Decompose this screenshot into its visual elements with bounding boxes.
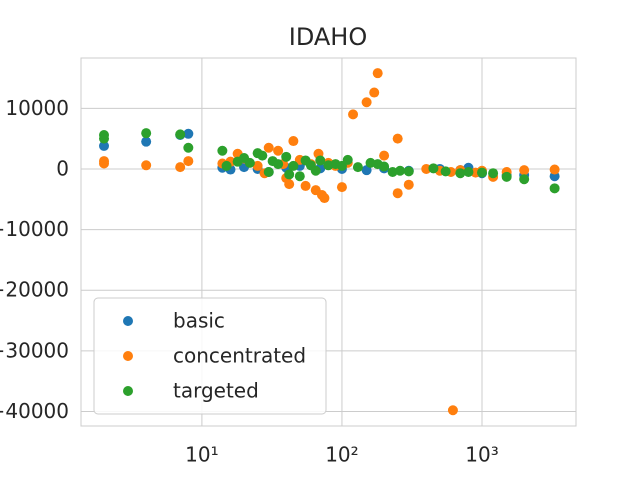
scatter-point (463, 166, 474, 177)
scatter-point (263, 142, 274, 153)
scatter-point (549, 183, 560, 194)
scatter-point (403, 179, 414, 190)
scatter-point (221, 160, 232, 171)
legend: basic concentrated targeted (93, 297, 327, 415)
scatter-point (294, 171, 305, 182)
scatter-point (141, 160, 152, 171)
scatter-point (477, 167, 488, 178)
scatter-point (99, 133, 110, 144)
legend-marker (123, 351, 133, 361)
scatter-point (300, 180, 311, 191)
scatter-point (488, 168, 499, 179)
scatter-point (288, 160, 299, 171)
y-tick-label: 0 (56, 156, 69, 180)
legend-label: basic (173, 309, 225, 333)
scatter-point (348, 109, 359, 120)
scatter-point (519, 165, 530, 176)
scatter-point (319, 193, 330, 204)
plot-frame (80, 57, 577, 427)
chart-title: IDAHO (289, 23, 368, 51)
scatter-point (244, 157, 255, 168)
scatter-point (284, 169, 295, 180)
scatter-point (175, 129, 186, 140)
y-tick-label: 10000 (5, 96, 69, 120)
scatter-point (361, 97, 372, 108)
y-tick-label: −20000 (0, 278, 69, 302)
scatter-point (369, 87, 380, 98)
scatter-point (99, 140, 110, 151)
scatter-point (501, 171, 512, 182)
scatter-point (141, 128, 152, 139)
scatter-point (281, 151, 292, 162)
scatter-point (99, 158, 110, 169)
scatter-point (519, 174, 530, 185)
x-tick-label: 10² (325, 443, 358, 467)
scatter-point (252, 160, 263, 171)
scatter-point (379, 161, 390, 172)
scatter-point (141, 136, 152, 147)
scatter-point (217, 145, 228, 156)
scatter-point (183, 142, 194, 153)
legend-label: concentrated (173, 344, 306, 368)
legend-label: targeted (173, 379, 259, 403)
y-tick-label: −40000 (0, 399, 69, 423)
scatter-point (315, 155, 326, 166)
scatter-point (428, 163, 439, 174)
scatter-point (549, 164, 560, 175)
y-tick-label: −10000 (0, 217, 69, 241)
scatter-point (273, 159, 284, 170)
scatter-point (447, 405, 458, 416)
scatter-point (379, 150, 390, 161)
scatter-point (342, 154, 353, 165)
legend-marker (123, 316, 133, 326)
scatter-point (440, 166, 451, 177)
scatter-point (387, 166, 398, 177)
scatter-point (421, 163, 432, 174)
scatter-point (183, 156, 194, 167)
y-tick-label: −30000 (0, 338, 69, 362)
legend-box (93, 297, 327, 415)
scatter-point (336, 182, 347, 193)
scatter-point (183, 128, 194, 139)
scatter-point (392, 188, 403, 199)
x-tick-label: 10¹ (185, 443, 218, 467)
scatter-point (257, 150, 268, 161)
scatter-point (310, 165, 321, 176)
scatter-point (263, 166, 274, 177)
scatter-point (455, 168, 466, 179)
x-tick-label: 10³ (465, 443, 498, 467)
scatter-point (288, 136, 299, 147)
scatter-point (403, 166, 414, 177)
scatter-point (392, 133, 403, 144)
scatter-point (352, 162, 363, 173)
x-axis-label: Population (275, 479, 380, 480)
scatter-point (395, 165, 406, 176)
legend-marker (123, 386, 133, 396)
scatter-point (273, 145, 284, 156)
scatter-point (284, 179, 295, 190)
scatter-point (372, 68, 383, 79)
scatter-point (175, 162, 186, 173)
